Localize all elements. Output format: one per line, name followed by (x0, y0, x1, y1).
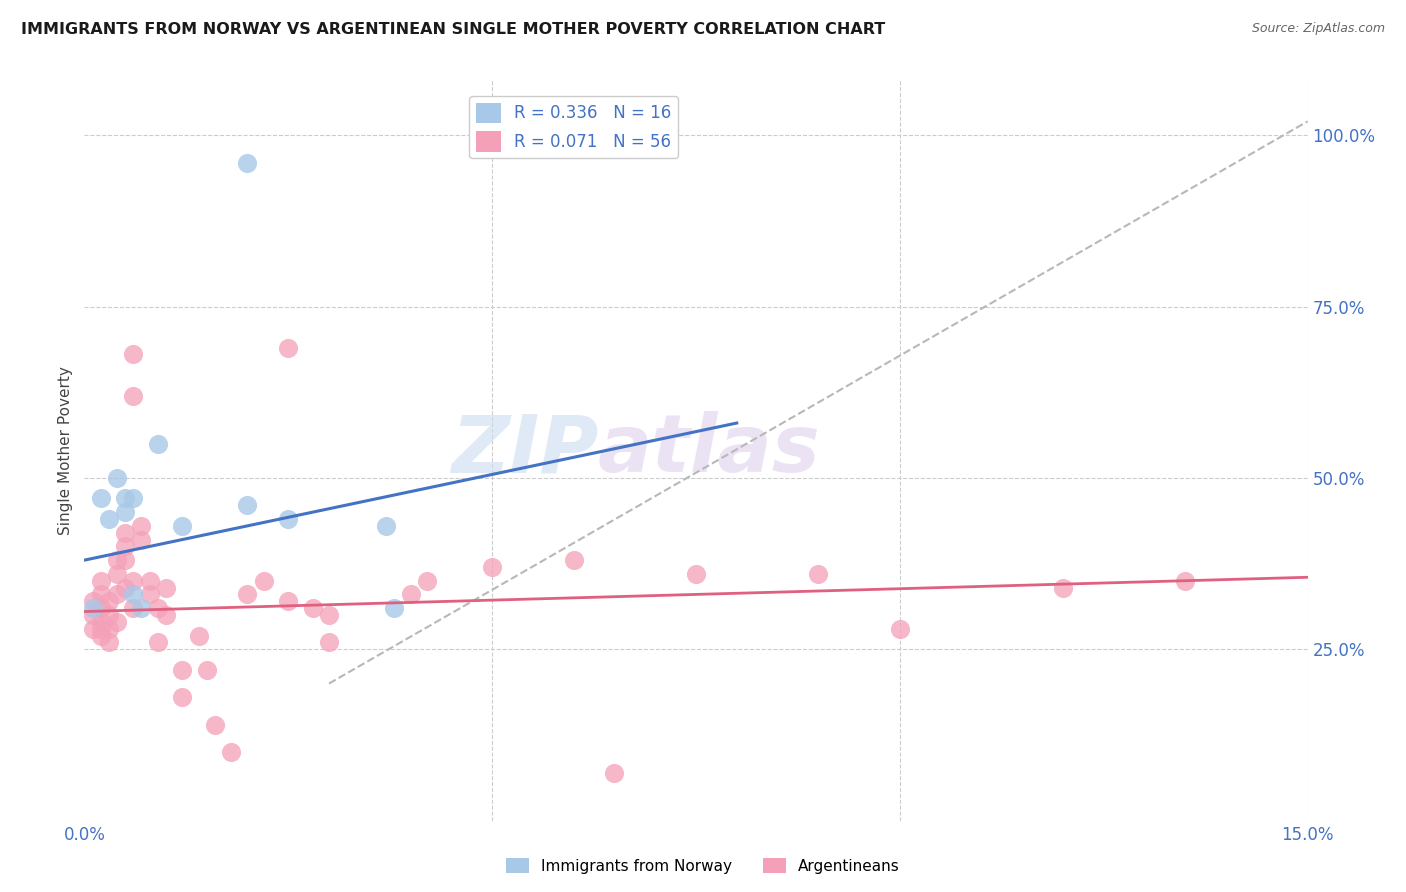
Point (122, 587, 145, 601)
Point (172, 519, 194, 533)
Point (82, 601, 104, 615)
Point (236, 587, 259, 601)
Point (253, 574, 276, 588)
Point (97, 594, 120, 608)
Point (114, 505, 136, 519)
Point (146, 635, 169, 649)
Point (155, 607, 177, 622)
Point (114, 540, 136, 554)
Text: Source: ZipAtlas.com: Source: ZipAtlas.com (1251, 22, 1385, 36)
Point (236, 155, 259, 169)
Point (114, 581, 136, 595)
Point (172, 663, 194, 677)
Point (187, 628, 209, 642)
Point (82, 607, 104, 622)
Point (155, 581, 177, 595)
Point (90, 574, 112, 588)
Point (105, 615, 128, 629)
Point (318, 607, 340, 622)
Legend: Immigrants from Norway, Argentineans: Immigrants from Norway, Argentineans (501, 852, 905, 880)
Point (138, 587, 160, 601)
Point (97, 622, 120, 636)
Point (105, 566, 128, 581)
Point (318, 635, 340, 649)
Point (114, 553, 136, 567)
Point (122, 574, 145, 588)
Point (90, 622, 112, 636)
Legend: R = 0.336   N = 16, R = 0.071   N = 56: R = 0.336 N = 16, R = 0.071 N = 56 (470, 96, 678, 159)
Text: atlas: atlas (598, 411, 821, 490)
Point (90, 491, 112, 506)
Point (399, 587, 422, 601)
Point (90, 628, 112, 642)
Point (90, 601, 112, 615)
Point (82, 594, 104, 608)
Point (172, 690, 194, 705)
Point (277, 341, 299, 355)
Point (138, 574, 160, 588)
Point (122, 389, 145, 403)
Y-axis label: Single Mother Poverty: Single Mother Poverty (58, 366, 73, 535)
Point (114, 491, 136, 506)
Point (105, 553, 128, 567)
Point (1052, 581, 1074, 595)
Point (301, 601, 323, 615)
Point (131, 519, 153, 533)
Text: IMMIGRANTS FROM NORWAY VS ARGENTINEAN SINGLE MOTHER POVERTY CORRELATION CHART: IMMIGRANTS FROM NORWAY VS ARGENTINEAN SI… (21, 22, 886, 37)
Point (562, 553, 585, 567)
Point (889, 622, 911, 636)
Point (122, 491, 145, 506)
Point (122, 601, 145, 615)
Point (204, 717, 226, 731)
Point (90, 587, 112, 601)
Point (807, 566, 830, 581)
Point (236, 498, 259, 512)
Point (82, 622, 104, 636)
Point (277, 512, 299, 526)
Point (685, 566, 707, 581)
Point (195, 663, 218, 677)
Point (219, 745, 242, 759)
Point (1174, 574, 1197, 588)
Point (277, 594, 299, 608)
Point (131, 601, 153, 615)
Point (375, 519, 398, 533)
Point (481, 560, 503, 574)
Point (105, 587, 128, 601)
Point (97, 512, 120, 526)
Point (114, 525, 136, 540)
Text: ZIP: ZIP (451, 411, 598, 490)
Point (416, 574, 439, 588)
Point (382, 601, 405, 615)
Point (97, 635, 120, 649)
Point (122, 347, 145, 361)
Point (131, 533, 153, 547)
Point (105, 471, 128, 485)
Point (603, 765, 626, 780)
Point (90, 615, 112, 629)
Point (146, 436, 169, 450)
Point (97, 607, 120, 622)
Point (146, 601, 169, 615)
